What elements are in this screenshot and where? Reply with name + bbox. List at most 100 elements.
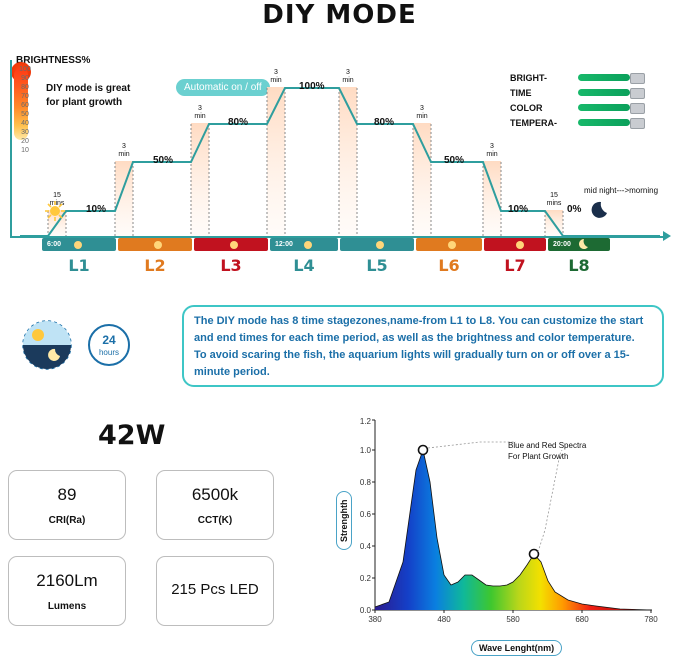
spectrum-y-axis-label: Strenghth [336, 491, 352, 550]
svg-text:1.2: 1.2 [360, 417, 372, 426]
svg-text:24: 24 [102, 333, 116, 347]
slider-track-time[interactable] [578, 89, 630, 96]
spec-card-led-count: 215 Pcs LED [156, 556, 274, 626]
night-note: mid night--->morning [584, 186, 659, 195]
day-night-icon [22, 320, 72, 370]
segment-label-l8: L8 [568, 256, 590, 275]
spectrum-annotation-line2: For Plant Growth [508, 452, 569, 461]
svg-text:0.2: 0.2 [360, 574, 372, 583]
sun-icon [45, 201, 65, 221]
step-percent-label: 10% [86, 204, 107, 215]
svg-text:780: 780 [644, 615, 658, 624]
slider-knob-brightness[interactable] [630, 73, 645, 84]
chart-x-axis-arrow [663, 231, 671, 241]
time-segment[interactable] [484, 238, 546, 251]
segment-label-l5: L5 [366, 256, 388, 275]
segment-label-l3: L3 [220, 256, 242, 275]
step-percent-label: 50% [153, 155, 174, 166]
slider-label-brightness: BRIGHT- [510, 73, 547, 83]
ramp-time-label: 15 mins [49, 192, 65, 207]
chart-y-axis [10, 60, 12, 238]
y-tick: 10 [21, 147, 29, 154]
spec-value: 215 Pcs LED [171, 581, 259, 598]
spec-value: 2160Lm [36, 571, 98, 590]
segment-sun-icon [154, 241, 162, 249]
y-tick: 40 [21, 120, 29, 127]
segment-sun-icon [230, 241, 238, 249]
slider-track-color[interactable] [578, 104, 630, 111]
svg-text:1.0: 1.0 [360, 446, 372, 455]
diy-note-line1: DIY mode is great [46, 83, 131, 94]
spectrum-x-axis-label: Wave Lenght(nm) [471, 640, 563, 656]
brightness-step-curve [20, 87, 660, 237]
spec-caption: CCT(K) [197, 515, 233, 526]
diy-note: DIY mode is great for plant growth [46, 82, 130, 110]
info-panel-text: The DIY mode has 8 time stagezones,name-… [194, 315, 644, 378]
segment-label-l1: L1 [68, 256, 90, 275]
y-tick: 50 [21, 111, 29, 118]
slider-track-brightness[interactable] [578, 74, 630, 81]
spec-value: 6500k [191, 485, 239, 504]
slider-label-temperature: TEMPERA- [510, 118, 557, 128]
y-tick: 60 [21, 102, 29, 109]
svg-text:0.8: 0.8 [360, 478, 372, 487]
spec-caption: Lumens [47, 601, 87, 612]
chart-x-axis [10, 236, 665, 238]
ramp-time-label: 3 min [270, 69, 282, 84]
step-percent-label: 0% [567, 204, 582, 215]
24-hours-icon: 24 hours [88, 324, 130, 366]
step-percent-label: 100% [299, 81, 325, 92]
automatic-on-off-badge: Automatic on / off [176, 79, 270, 96]
ramp-time-label: 3 min [416, 105, 428, 120]
ramp-time-label: 3 min [486, 143, 498, 158]
segment-label-l2: L2 [144, 256, 166, 275]
slider-track-temperature[interactable] [578, 119, 630, 126]
spec-card-cri: 89 CRI(Ra) [8, 470, 126, 540]
svg-text:0.6: 0.6 [360, 510, 372, 519]
y-tick: 90 [21, 75, 29, 82]
segment-sun-icon [74, 241, 82, 249]
spectrum-annotation: Blue and Red Spectra For Plant Growth [508, 440, 586, 462]
info-panel [182, 305, 664, 387]
ramp-time-label: 3 min [342, 69, 354, 84]
slider-knob-color[interactable] [630, 103, 645, 114]
spec-value: 89 [57, 485, 77, 504]
ramp-time-label: 3 min [194, 105, 206, 120]
spec-card-cct: 6500k CCT(K) [156, 470, 274, 540]
segment-sun-icon [304, 241, 312, 249]
segment-sun-icon [448, 241, 456, 249]
segment-start-time: 6:00 [47, 241, 62, 248]
y-tick: 70 [21, 93, 29, 100]
segment-label-l4: L4 [293, 256, 315, 275]
svg-text:0.4: 0.4 [360, 542, 372, 551]
svg-text:380: 380 [368, 615, 382, 624]
y-tick: 80 [21, 84, 29, 91]
step-percent-label: 80% [374, 117, 395, 128]
ramp-time-label: 15 mins [546, 192, 562, 207]
segment-start-time: 20:00 [553, 241, 571, 248]
segment-label-l7: L7 [504, 256, 526, 275]
y-tick: 100 [19, 66, 31, 73]
diy-note-line2: for plant growth [46, 97, 123, 108]
step-percent-label: 80% [228, 117, 249, 128]
slider-knob-temperature[interactable] [630, 118, 645, 129]
ramp-time-label: 3 min [118, 143, 130, 158]
wattage-label: 42W [98, 420, 166, 451]
slider-label-time: TIME [510, 88, 532, 98]
spectrum-annotation-line1: Blue and Red Spectra [508, 441, 587, 450]
time-segment[interactable] [548, 238, 610, 251]
svg-text:480: 480 [437, 615, 451, 624]
step-percent-label: 50% [444, 155, 465, 166]
svg-text:hours: hours [99, 348, 119, 357]
slider-knob-time[interactable] [630, 88, 645, 99]
spectrum-chart: 0.0 0.2 0.4 0.6 0.8 1.0 1.2 380 480 580 680 780 [360, 417, 658, 624]
segment-moon-icon [579, 239, 588, 249]
spec-card-lumens: 2160Lm Lumens [8, 556, 126, 626]
time-segment[interactable] [270, 238, 338, 251]
slider-label-color: COLOR [510, 103, 543, 113]
segment-label-l6: L6 [438, 256, 460, 275]
segment-sun-icon [376, 241, 384, 249]
svg-text:0.0: 0.0 [360, 606, 372, 615]
brightness-gauge [14, 68, 28, 140]
moon-icon [591, 201, 607, 218]
